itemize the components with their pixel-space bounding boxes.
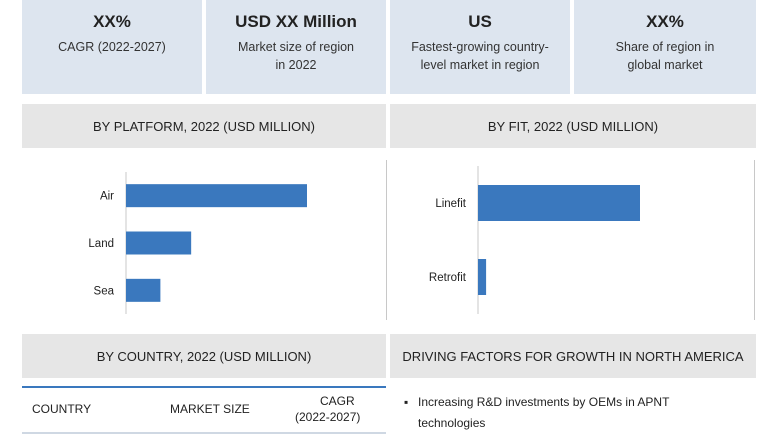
country-section-title: BY COUNTRY, 2022 (USD MILLION) bbox=[22, 334, 386, 378]
fit-panel-divider bbox=[754, 160, 755, 320]
kpi-region-share-label: Share of region in global market bbox=[615, 40, 715, 72]
table-header-market-size: MARKET SIZE bbox=[170, 402, 250, 416]
kpi-market-size-value: USD XX Million bbox=[235, 12, 357, 31]
kpi-region-share: XX% Share of region in global market bbox=[574, 0, 756, 94]
platform-panel-divider bbox=[386, 160, 387, 320]
platform-section-title: BY PLATFORM, 2022 (USD MILLION) bbox=[22, 104, 386, 148]
kpi-cagr-value: XX% bbox=[93, 12, 131, 31]
fit-bar-retrofit bbox=[478, 259, 487, 295]
country-table: COUNTRY MARKET SIZE CAGR (2022-2027) bbox=[22, 386, 386, 440]
platform-bar-land bbox=[126, 231, 192, 255]
platform-label-sea: Sea bbox=[94, 285, 115, 297]
fit-label-linefit: Linefit bbox=[435, 198, 466, 210]
bullet-icon: ▪ bbox=[404, 395, 409, 409]
kpi-market-size: USD XX Million Market size of region in … bbox=[206, 0, 386, 94]
table-header-country: COUNTRY bbox=[32, 402, 92, 416]
fit-label-retrofit: Retrofit bbox=[429, 272, 467, 284]
kpi-fastest-country-label: Fastest-growing country- level market in… bbox=[411, 40, 549, 72]
kpi-cagr: XX% CAGR (2022-2027) bbox=[22, 0, 202, 94]
kpi-fastest-country: US Fastest-growing country- level market… bbox=[390, 0, 570, 94]
kpi-cagr-label: CAGR (2022-2027) bbox=[58, 40, 166, 54]
platform-bar-air bbox=[126, 184, 307, 208]
table-header-cagr: CAGR bbox=[320, 394, 355, 408]
drivers-section-title: DRIVING FACTORS FOR GROWTH IN NORTH AMER… bbox=[390, 334, 756, 378]
platform-label-land: Land bbox=[88, 238, 114, 250]
table-row-divider bbox=[22, 432, 386, 434]
platform-bar-chart: Air Land Sea bbox=[22, 158, 386, 322]
kpi-market-size-label: Market size of region in 2022 bbox=[237, 40, 355, 72]
driver-item: Increasing R&D investments by OEMs in AP… bbox=[418, 395, 670, 430]
fit-section-title: BY FIT, 2022 (USD MILLION) bbox=[390, 104, 756, 148]
platform-bar-sea bbox=[126, 278, 161, 302]
kpi-fastest-country-value: US bbox=[468, 12, 492, 31]
table-header-cagr-period: (2022-2027) bbox=[295, 410, 361, 424]
fit-bar-linefit bbox=[478, 185, 640, 221]
platform-label-air: Air bbox=[100, 191, 114, 203]
kpi-region-share-value: XX% bbox=[646, 12, 684, 31]
drivers-list: ▪ Increasing R&D investments by OEMs in … bbox=[404, 392, 764, 434]
fit-bar-chart: Linefit Retrofit bbox=[392, 158, 756, 322]
